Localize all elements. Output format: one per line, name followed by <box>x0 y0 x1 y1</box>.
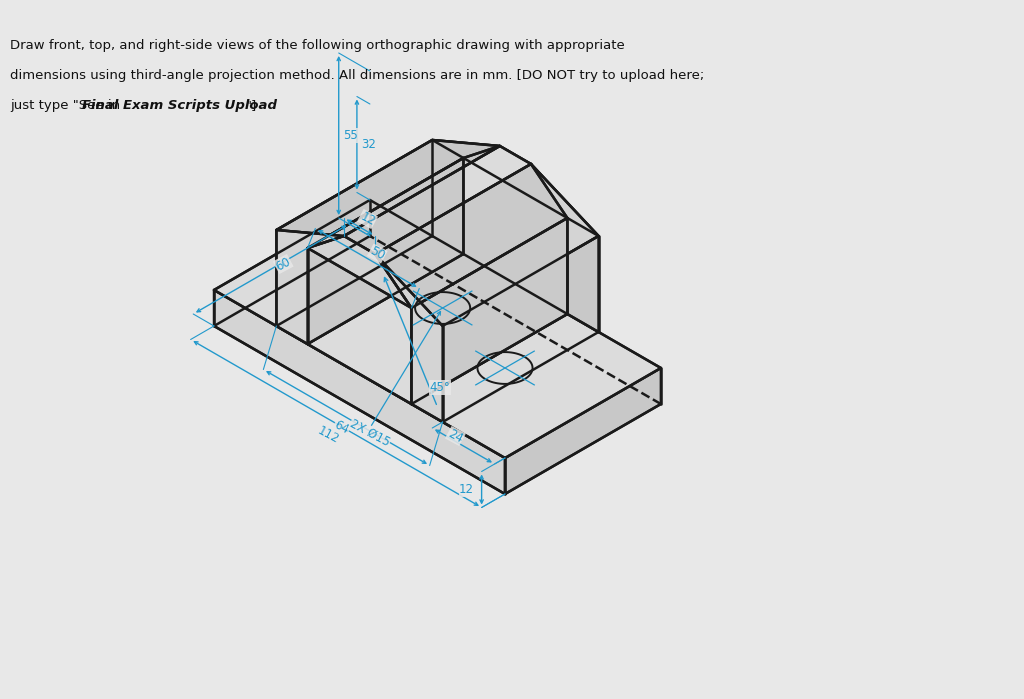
Polygon shape <box>307 158 464 344</box>
Text: 12: 12 <box>459 483 474 496</box>
Polygon shape <box>214 200 660 458</box>
Polygon shape <box>375 164 567 308</box>
Text: 60: 60 <box>273 254 293 273</box>
Polygon shape <box>505 368 660 494</box>
Text: 55: 55 <box>343 129 358 142</box>
Polygon shape <box>214 290 505 494</box>
Text: 50: 50 <box>368 244 387 263</box>
Text: dimensions using third-angle projection method. All dimensions are in mm. [DO NO: dimensions using third-angle projection … <box>10 69 705 82</box>
Polygon shape <box>464 146 567 218</box>
Polygon shape <box>375 164 599 326</box>
Text: 2X Ø15: 2X Ø15 <box>348 417 392 449</box>
Polygon shape <box>531 164 599 332</box>
Text: just type "See in: just type "See in <box>10 99 124 112</box>
Polygon shape <box>412 218 599 326</box>
Text: 12: 12 <box>357 210 377 229</box>
Text: "]: "] <box>246 99 257 112</box>
Text: 32: 32 <box>361 138 377 151</box>
Polygon shape <box>307 254 567 404</box>
Text: 45°: 45° <box>430 381 451 394</box>
Polygon shape <box>432 140 500 254</box>
Polygon shape <box>307 146 500 248</box>
Polygon shape <box>375 254 442 422</box>
Polygon shape <box>344 146 531 254</box>
Text: Final Exam Scripts Upload: Final Exam Scripts Upload <box>82 99 278 112</box>
Polygon shape <box>307 236 412 308</box>
Text: 24: 24 <box>445 427 465 445</box>
Polygon shape <box>276 140 464 248</box>
Text: 112: 112 <box>315 424 341 447</box>
Polygon shape <box>276 230 344 344</box>
Text: Draw front, top, and right-side views of the following orthographic drawing with: Draw front, top, and right-side views of… <box>10 39 625 52</box>
Text: 64: 64 <box>332 418 351 437</box>
Polygon shape <box>276 140 500 236</box>
Polygon shape <box>412 218 567 404</box>
